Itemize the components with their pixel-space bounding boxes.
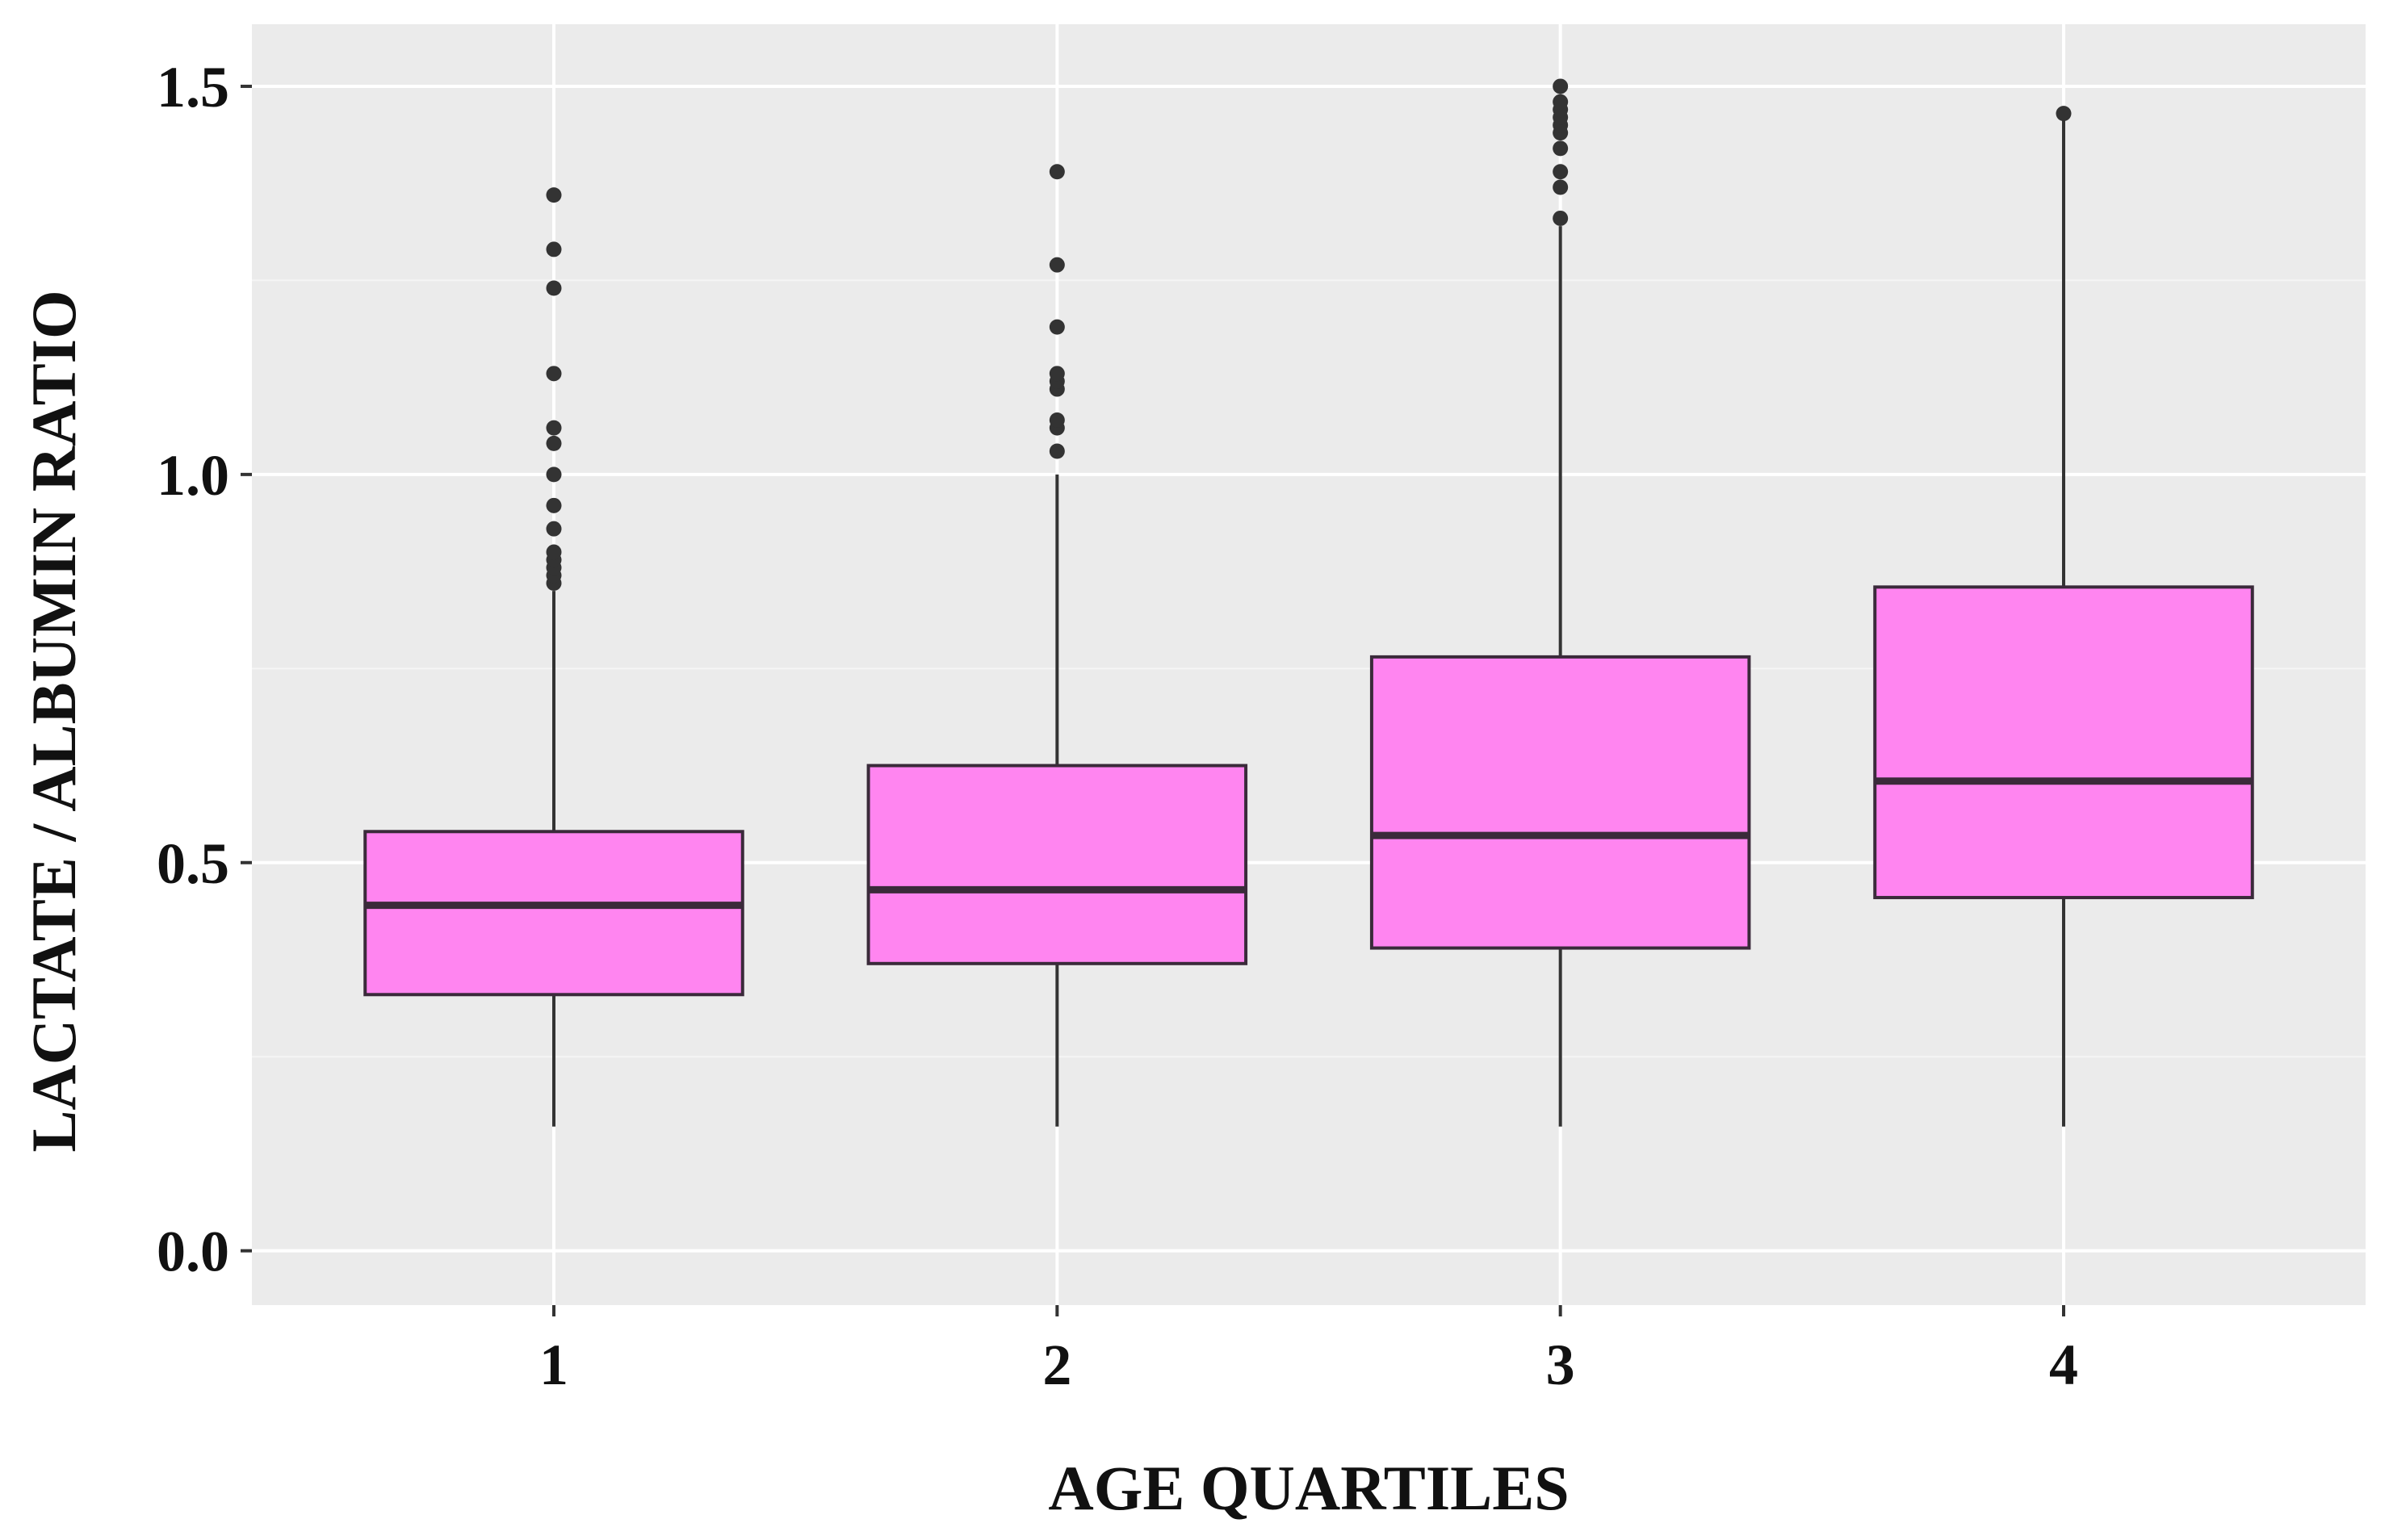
outlier-point [2056, 106, 2072, 122]
y-tick-label: 0.0 [157, 1220, 229, 1284]
box-group-1 [363, 187, 744, 1127]
outlier-point [546, 187, 562, 203]
outlier-point [1049, 366, 1065, 382]
box-iqr [866, 764, 1248, 965]
box-group-4 [1873, 106, 2254, 1127]
outlier-point [546, 241, 562, 257]
x-tick-label: 1 [539, 1333, 568, 1397]
x-axis-title: AGE QUARTILES [1048, 1453, 1569, 1523]
outlier-point [546, 544, 562, 560]
outlier-point [1049, 443, 1065, 459]
y-tick-label: 1.0 [157, 443, 229, 508]
y-axis-ticks: 0.0 0.5 1.0 1.5 [157, 55, 252, 1284]
outlier-point [546, 467, 562, 483]
y-tick-label: 1.5 [157, 55, 229, 119]
outlier-point [546, 366, 562, 382]
outlier-point [1049, 412, 1065, 429]
outlier-point [1553, 164, 1569, 180]
outlier-point [546, 420, 562, 436]
outlier-point [546, 280, 562, 296]
outlier-point [1553, 179, 1569, 195]
outlier-point [1553, 140, 1569, 157]
box-group-3 [1369, 78, 1751, 1127]
y-tick-label: 0.5 [157, 831, 229, 896]
outlier-point [546, 435, 562, 451]
outlier-point [1049, 319, 1065, 335]
outlier-point [546, 497, 562, 513]
outlier-point [1553, 210, 1569, 226]
x-tick-label: 2 [1042, 1333, 1071, 1397]
outlier-point [1049, 257, 1065, 273]
x-tick-label: 3 [1546, 1333, 1575, 1397]
y-axis-title: LACTATE / ALBUMIN RATIO [19, 290, 89, 1152]
outlier-point [546, 521, 562, 537]
x-tick-label: 4 [2049, 1333, 2078, 1397]
box-iqr [363, 830, 744, 997]
box-group-2 [866, 164, 1248, 1127]
box-iqr [1369, 655, 1751, 950]
boxes [363, 78, 2254, 1127]
outlier-point [1049, 164, 1065, 180]
x-axis-ticks: 1 2 3 4 [539, 1305, 2078, 1397]
outlier-point [1553, 94, 1569, 110]
outlier-point [1553, 78, 1569, 94]
box-iqr [1873, 585, 2254, 900]
